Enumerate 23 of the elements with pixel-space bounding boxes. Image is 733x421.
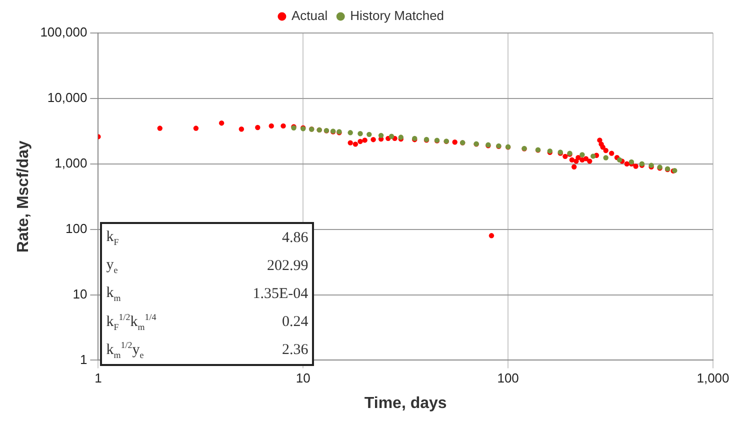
annotation: 4.86 <box>280 228 310 248</box>
y-tick-label: 1,000 <box>54 155 88 170</box>
x-tick-label: 100 <box>497 370 519 386</box>
legend-label: Actual <box>291 8 328 24</box>
annotation: y$_{e}$ <box>105 256 119 278</box>
annotation: 0.24 <box>280 312 310 332</box>
annotation: k$_{F}$ <box>105 228 120 250</box>
y-tick-label: 10,000 <box>47 90 88 106</box>
annotation: k$_{m}$ <box>105 284 122 306</box>
y-tick-label: 1 <box>80 352 88 367</box>
legend-label: History Matched <box>350 8 444 24</box>
y-tick-label: 10 <box>72 286 88 302</box>
y-tick-label: 100 <box>65 220 88 236</box>
x-axis-title: Time, days <box>364 394 447 412</box>
y-tick-label: 100,000 <box>40 24 88 40</box>
x-tick-label: 1 <box>94 370 102 386</box>
x-tick-label: 10 <box>296 370 310 386</box>
annotation: 202.99 <box>266 256 310 276</box>
annotation: k$_{m}$$^{1/2}$y$_{e}$ <box>105 339 145 362</box>
y-axis-title: Rate, Mscf/day <box>15 140 32 253</box>
annotation: 1.35E-04 <box>252 284 310 304</box>
annotation: 2.36 <box>280 340 310 360</box>
x-tick-label: 1,000 <box>696 370 730 386</box>
